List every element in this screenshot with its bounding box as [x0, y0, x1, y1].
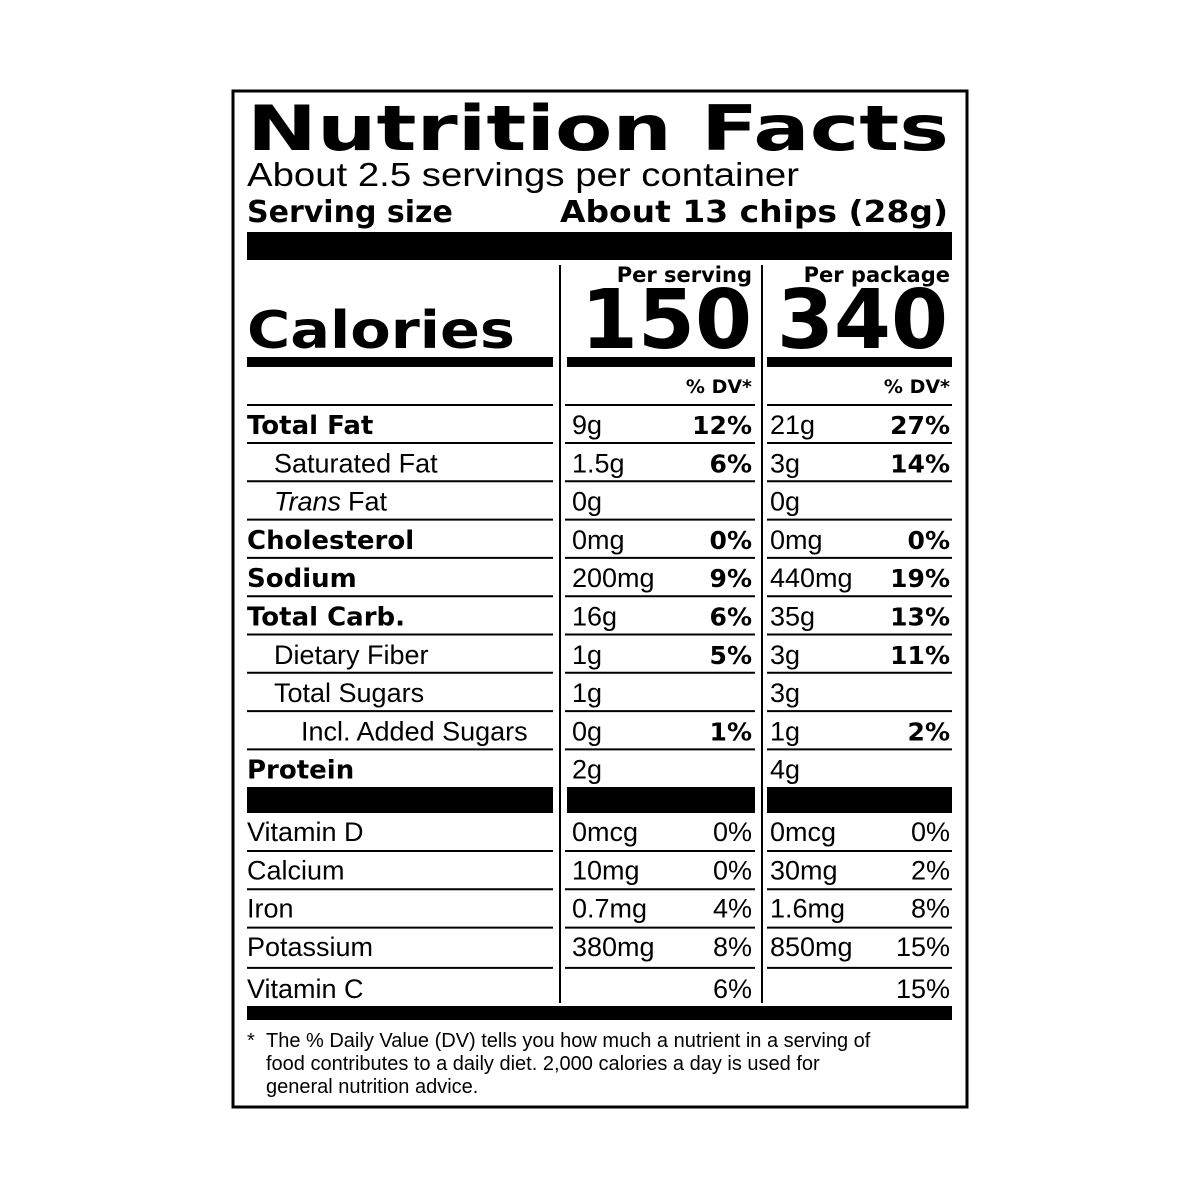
amount: 1g: [572, 640, 602, 670]
footnote-line: The % Daily Value (DV) tells you how muc…: [266, 1030, 871, 1052]
daily-value: 15%: [896, 974, 950, 1004]
amount: 200mg: [572, 563, 655, 593]
amount: 0g: [572, 487, 602, 517]
thick-bar: [247, 787, 553, 813]
nutrient-name-italic: Trans: [274, 487, 341, 517]
amount: 2g: [572, 755, 602, 785]
daily-value: 6%: [710, 603, 752, 632]
thick-bar: [767, 787, 952, 813]
amount: 16g: [572, 602, 617, 632]
vitamin-name: Calcium: [247, 855, 345, 885]
daily-value: 14%: [890, 449, 950, 478]
dv-header: % DV*: [686, 376, 752, 398]
daily-value: 6%: [710, 449, 752, 478]
vitamin-name: Vitamin C: [247, 974, 364, 1004]
nutrient-name: Total Fat: [247, 411, 373, 441]
calories-value: 340: [777, 273, 948, 368]
amount: 850mg: [770, 932, 853, 962]
calories-bar: [767, 357, 952, 367]
amount: 0.7mg: [572, 894, 647, 924]
amount: 0mcg: [770, 817, 836, 847]
daily-value: 2%: [908, 717, 950, 746]
amount: 0mg: [572, 525, 625, 555]
thick-bar: [247, 1006, 952, 1020]
amount: 4g: [770, 755, 800, 785]
amount: 0g: [770, 487, 800, 517]
vitamin-name: Vitamin D: [247, 817, 364, 847]
daily-value: 1%: [710, 717, 752, 746]
daily-value: 19%: [890, 564, 950, 593]
amount: 3g: [770, 678, 800, 708]
nutrient-name: Total Carb.: [247, 603, 405, 633]
nutrient-name: Cholesterol: [247, 526, 414, 556]
amount: 3g: [770, 640, 800, 670]
daily-value: 11%: [890, 641, 950, 670]
dv-header: % DV*: [884, 376, 950, 398]
daily-value: 8%: [713, 932, 752, 962]
daily-value: 12%: [692, 411, 752, 440]
daily-value: 15%: [896, 932, 950, 962]
amount: 0mg: [770, 525, 823, 555]
vitamin-name: Iron: [247, 894, 294, 924]
daily-value: 9%: [710, 564, 752, 593]
daily-value: 6%: [713, 974, 752, 1004]
daily-value: 0%: [713, 817, 752, 847]
daily-value: 8%: [911, 894, 950, 924]
amount: 380mg: [572, 932, 655, 962]
amount: 1g: [770, 716, 800, 746]
title: Nutrition Facts: [247, 92, 949, 165]
calories-bar: [567, 357, 755, 367]
nutrient-name: Trans Fat: [274, 487, 388, 517]
daily-value: 4%: [713, 894, 752, 924]
vitamin-name: Potassium: [247, 932, 373, 962]
thick-bar: [567, 787, 755, 813]
column-header: Per package: [804, 263, 950, 287]
amount: 1.5g: [572, 448, 625, 478]
amount: 0g: [572, 716, 602, 746]
amount: 35g: [770, 602, 815, 632]
daily-value: 27%: [890, 411, 950, 440]
daily-value: 0%: [911, 817, 950, 847]
nutrient-name: Saturated Fat: [274, 448, 438, 478]
calories-bar: [247, 357, 553, 367]
nutrient-name: Dietary Fiber: [274, 640, 429, 670]
nutrient-name: Total Sugars: [274, 678, 424, 708]
daily-value: 0%: [710, 526, 752, 555]
nutrient-name: Sodium: [247, 564, 357, 594]
daily-value: 2%: [911, 855, 950, 885]
servings: About 2.5 servings per container: [247, 156, 799, 193]
amount: 1.6mg: [770, 894, 845, 924]
daily-value: 0%: [713, 855, 752, 885]
amount: 9g: [572, 410, 602, 440]
daily-value: 13%: [890, 603, 950, 632]
column-header: Per serving: [617, 263, 752, 287]
amount: 1g: [572, 678, 602, 708]
calories-value: 150: [581, 273, 752, 368]
amount: 440mg: [770, 563, 853, 593]
footnote-line: general nutrition advice.: [266, 1076, 478, 1098]
nutrient-name: Incl. Added Sugars: [301, 716, 528, 746]
amount: 3g: [770, 448, 800, 478]
thick-bar: [247, 232, 952, 260]
amount: 21g: [770, 410, 815, 440]
label-border: [231, 89, 969, 1109]
amount: 10mg: [572, 855, 640, 885]
calories-label: Calories: [247, 301, 515, 361]
serving-size-label: Serving size: [247, 195, 453, 230]
nutrient-name: Protein: [247, 756, 354, 786]
footnote-mark: *: [247, 1030, 255, 1052]
amount: 30mg: [770, 855, 838, 885]
daily-value: 5%: [710, 641, 752, 670]
nutrient-name-rest: Fat: [348, 487, 388, 517]
footnote-line: food contributes to a daily diet. 2,000 …: [266, 1053, 820, 1075]
serving-size-value: About 13 chips (28g): [560, 195, 948, 230]
amount: 0mcg: [572, 817, 638, 847]
daily-value: 0%: [908, 526, 950, 555]
